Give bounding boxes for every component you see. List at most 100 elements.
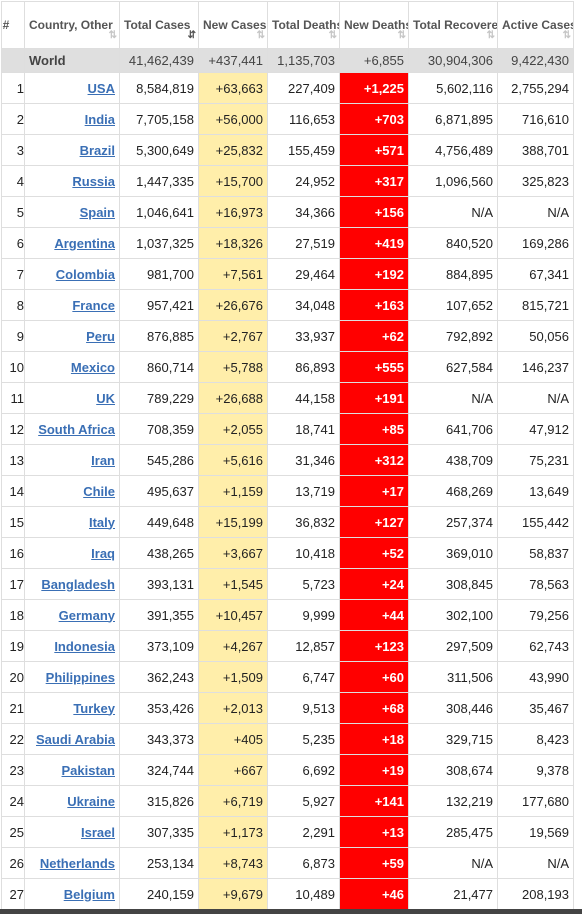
country-header[interactable]: Country, Other ⇅ (24, 1, 120, 49)
total-cases-header[interactable]: Total Cases ⇵ (119, 1, 199, 49)
sort-icon[interactable]: ⇅ (256, 30, 266, 41)
country-link[interactable]: Netherlands (39, 855, 115, 871)
country-link[interactable]: Mexico (70, 359, 115, 375)
rank-cell: 9 (1, 320, 25, 352)
total-cases-header-label: Total Cases (124, 17, 191, 32)
total-cases-cell: 789,229 (119, 382, 199, 414)
country-link[interactable]: Israel (81, 824, 115, 840)
sort-icon[interactable]: ⇅ (328, 30, 338, 41)
rank-cell: 11 (1, 382, 25, 414)
new-deaths-cell: +141 (339, 785, 409, 817)
country-cell: South Africa (24, 413, 120, 445)
new-cases-cell: +9,679 (198, 878, 268, 910)
total-cases-cell: 8,584,819 (119, 72, 199, 104)
new-cases-cell: +2,055 (198, 413, 268, 445)
new-cases-cell: +667 (198, 754, 268, 786)
rank-cell: 15 (1, 506, 25, 538)
world-row: World 41,462,439 +437,441 1,135,703 +6,8… (1, 48, 574, 73)
new-cases-cell: +1,159 (198, 475, 268, 507)
country-cell: Argentina (24, 227, 120, 259)
total-cases-cell: 343,373 (119, 723, 199, 755)
new-cases-cell: +5,616 (198, 444, 268, 476)
country-link[interactable]: Colombia (55, 266, 115, 282)
world-total-cases: 41,462,439 (119, 48, 199, 73)
new-cases-cell: +15,700 (198, 165, 268, 197)
country-link[interactable]: Turkey (73, 700, 115, 716)
country-link[interactable]: Italy (88, 514, 115, 530)
total-deaths-cell: 86,893 (267, 351, 340, 383)
rank-cell: 25 (1, 816, 25, 848)
active-cases-header[interactable]: Active Cases ⇅ (497, 1, 574, 49)
country-link[interactable]: South Africa (38, 421, 115, 437)
country-link[interactable]: India (84, 111, 115, 127)
new-cases-cell: +5,788 (198, 351, 268, 383)
total-deaths-cell: 34,366 (267, 196, 340, 228)
country-link[interactable]: Brazil (79, 142, 115, 158)
country-link[interactable]: Russia (72, 173, 115, 189)
new-cases-header[interactable]: New Cases ⇅ (198, 1, 268, 49)
country-cell: India (24, 103, 120, 135)
table-row: 16 Iraq 438,265 +3,667 10,418 +52 369,010 58,83… (1, 537, 574, 569)
total-recovered-cell: 840,520 (408, 227, 498, 259)
table-row: 17 Bangladesh 393,131 +1,545 5,723 +24 308,845… (1, 568, 574, 600)
table-row: 24 Ukraine 315,826 +6,719 5,927 +141 132,219 17… (1, 785, 574, 817)
total-recovered-header[interactable]: Total Recovered ⇅ (408, 1, 498, 49)
active-cases-cell: N/A (497, 382, 574, 414)
active-cases-cell: 177,680 (497, 785, 574, 817)
country-link[interactable]: Germany (58, 607, 115, 623)
covid-stats-table: # Country, Other ⇅ Total Cases ⇵ New Cases ⇅ To… (1, 1, 574, 910)
sort-icon[interactable]: ⇅ (562, 30, 572, 41)
country-cell: Belgium (24, 878, 120, 910)
table-row: 18 Germany 391,355 +10,457 9,999 +44 302,100 79… (1, 599, 574, 631)
country-link[interactable]: USA (87, 80, 115, 96)
total-deaths-header[interactable]: Total Deaths ⇅ (267, 1, 340, 49)
new-cases-cell: +1,509 (198, 661, 268, 693)
new-deaths-cell: +317 (339, 165, 409, 197)
new-cases-cell: +6,719 (198, 785, 268, 817)
country-link[interactable]: Spain (79, 204, 115, 220)
sort-active-icon[interactable]: ⇵ (187, 30, 197, 41)
world-new-deaths: +6,855 (339, 48, 409, 73)
country-link[interactable]: Iran (91, 452, 115, 468)
country-link[interactable]: Argentina (54, 235, 115, 251)
country-cell: France (24, 289, 120, 321)
country-link[interactable]: UK (96, 390, 115, 406)
country-link[interactable]: Indonesia (54, 638, 115, 654)
total-cases-cell: 545,286 (119, 444, 199, 476)
total-deaths-cell: 36,832 (267, 506, 340, 538)
new-deaths-header[interactable]: New Deaths ⇅ (339, 1, 409, 49)
table-header-row: # Country, Other ⇅ Total Cases ⇵ New Cases ⇅ To… (1, 1, 574, 49)
rank-cell: 5 (1, 196, 25, 228)
new-cases-cell: +4,267 (198, 630, 268, 662)
rank-cell: 21 (1, 692, 25, 724)
active-cases-cell: N/A (497, 847, 574, 879)
country-link[interactable]: Peru (86, 328, 115, 344)
total-recovered-cell: N/A (408, 382, 498, 414)
table-row: 20 Philippines 362,243 +1,509 6,747 +60 311,50… (1, 661, 574, 693)
new-cases-cell: +26,676 (198, 289, 268, 321)
new-deaths-cell: +555 (339, 351, 409, 383)
country-link[interactable]: Belgium (63, 886, 115, 902)
country-link[interactable]: Ukraine (67, 793, 115, 809)
active-cases-cell: 9,378 (497, 754, 574, 786)
country-link[interactable]: France (72, 297, 115, 313)
country-link[interactable]: Pakistan (61, 762, 115, 778)
country-link[interactable]: Iraq (91, 545, 115, 561)
country-link[interactable]: Bangladesh (41, 576, 115, 592)
country-link[interactable]: Saudi Arabia (36, 731, 115, 747)
world-total-deaths: 1,135,703 (267, 48, 340, 73)
total-deaths-cell: 6,692 (267, 754, 340, 786)
total-cases-cell: 438,265 (119, 537, 199, 569)
total-deaths-cell: 10,489 (267, 878, 340, 910)
active-cases-cell: 146,237 (497, 351, 574, 383)
total-recovered-cell: 21,477 (408, 878, 498, 910)
sort-icon[interactable]: ⇅ (397, 30, 407, 41)
sort-icon[interactable]: ⇅ (486, 30, 496, 41)
country-link[interactable]: Philippines (45, 669, 115, 685)
table-row: 15 Italy 449,648 +15,199 36,832 +127 257,374 15… (1, 506, 574, 538)
active-cases-cell: 78,563 (497, 568, 574, 600)
country-link[interactable]: Chile (83, 483, 115, 499)
total-recovered-cell: 468,269 (408, 475, 498, 507)
sort-icon[interactable]: ⇅ (108, 30, 118, 41)
new-deaths-cell: +163 (339, 289, 409, 321)
